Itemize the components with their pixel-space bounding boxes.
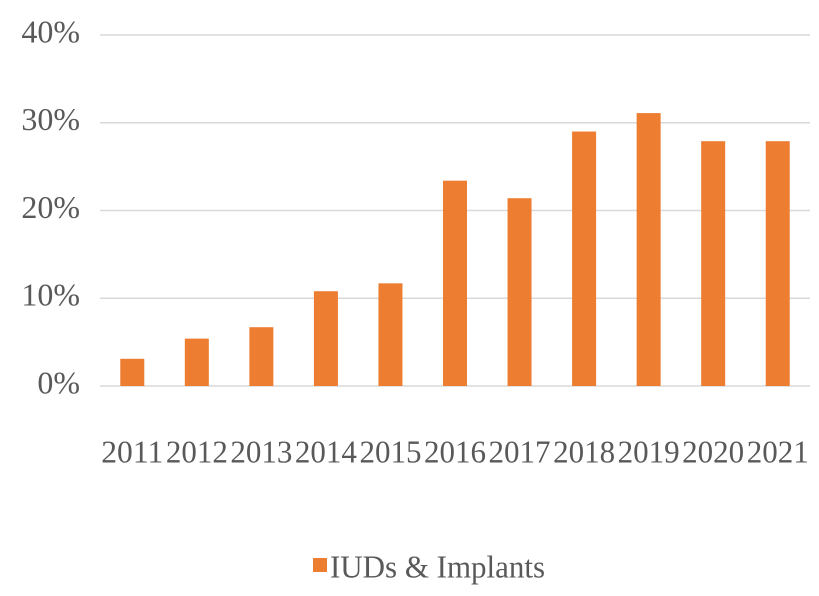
x-tick-label: 2013 xyxy=(230,433,292,469)
bar xyxy=(120,358,145,386)
x-tick-label: 2017 xyxy=(489,433,551,469)
x-tick-label: 2011 xyxy=(101,433,163,469)
bar xyxy=(701,141,726,386)
bar xyxy=(313,291,338,386)
bar xyxy=(184,338,209,386)
bar xyxy=(765,141,790,386)
bar xyxy=(249,327,274,386)
y-tick-label: 10% xyxy=(21,277,80,313)
bar xyxy=(443,180,467,386)
x-tick-label: 2019 xyxy=(618,433,680,469)
y-tick-label: 30% xyxy=(21,101,80,137)
x-tick-label: 2014 xyxy=(295,433,357,469)
bar xyxy=(636,113,661,386)
x-tick-label: 2012 xyxy=(166,433,228,469)
x-tick-label: 2021 xyxy=(747,433,809,469)
x-tick-label: 2020 xyxy=(682,433,744,469)
bar xyxy=(572,131,597,386)
bar xyxy=(378,283,403,386)
y-tick-label: 0% xyxy=(37,364,80,400)
x-tick-label: 2015 xyxy=(359,433,421,469)
x-tick-label: 2016 xyxy=(424,433,486,469)
legend-swatch xyxy=(313,558,327,572)
bar xyxy=(507,198,532,386)
y-tick-label: 20% xyxy=(21,189,80,225)
x-tick-label: 2018 xyxy=(553,433,615,469)
y-tick-label: 40% xyxy=(21,13,80,49)
legend-label: IUDs & Implants xyxy=(330,548,545,584)
